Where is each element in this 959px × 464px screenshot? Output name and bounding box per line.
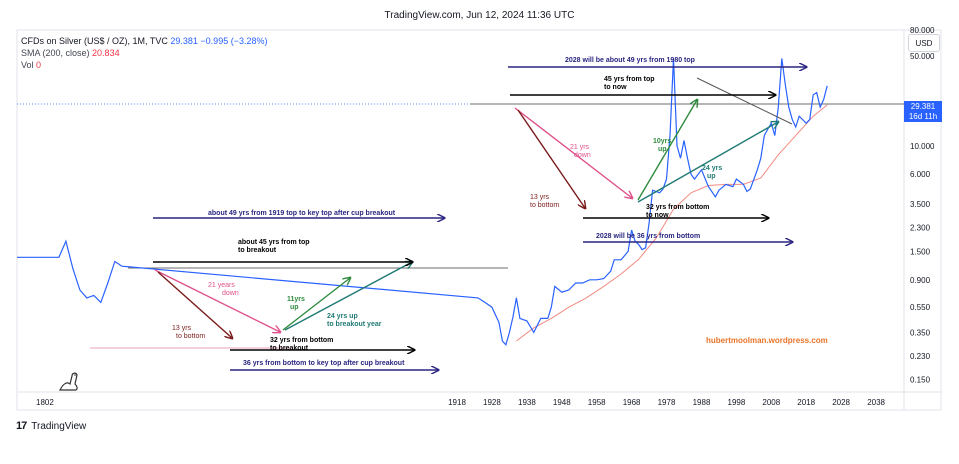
time-tick-label: 2018 [797, 398, 815, 407]
price-tag-value: 29.381 [910, 102, 936, 111]
time-tick-label: 1988 [693, 398, 711, 407]
time-tick-label: 1978 [658, 398, 676, 407]
sma-200-line [516, 104, 828, 342]
pink-downtrend-1980 [514, 107, 632, 198]
tradingview-mark-icon: 17 [16, 420, 27, 432]
price-tick-label: 3.500 [910, 200, 931, 209]
pink-downtrend-1919 [154, 269, 280, 332]
green-up-2001 [637, 100, 697, 201]
note-32yrs-to-now: 32 yrs from bottom to now [646, 204, 709, 219]
price-tick-label: 0.550 [910, 303, 931, 312]
time-tick-label: 1918 [448, 398, 466, 407]
price-axis[interactable]: 80.00050.00020.00010.0006.0003.5002.3001… [910, 26, 935, 385]
time-tick-label: 1802 [36, 398, 54, 407]
maroon-drop-1980 [517, 109, 585, 208]
last-price-value: 29.381 [170, 36, 198, 46]
note-24yrs-up-1941: 24 yrs up to breakout year [327, 313, 382, 328]
currency-button[interactable]: USD [908, 34, 940, 52]
price-tick-label: 0.350 [910, 328, 931, 337]
price-tick-label: 0.900 [910, 276, 931, 285]
note-45yrs-to-breakout: about 45 yrs from top to breakout [238, 239, 310, 254]
time-tick-label: 1968 [623, 398, 641, 407]
dino-icon[interactable] [59, 372, 78, 391]
annotation-texts: 2028 will be about 49 yrs from 1980 top … [172, 57, 722, 367]
silver-price-line [17, 58, 828, 346]
teal-up-1941 [284, 262, 412, 331]
tradingview-logo[interactable]: 17 TradingView [16, 420, 86, 432]
price-tick-label: 1.500 [910, 247, 931, 256]
note-11yrs-up: 11yrs up [287, 296, 305, 311]
note-49yrs-1919: about 49 yrs from 1919 top to key top af… [208, 210, 396, 217]
price-change-value: −0.995 (−3.28%) [200, 36, 268, 46]
time-tick-label: 1958 [588, 398, 606, 407]
price-tick-label: 50.000 [910, 52, 935, 61]
time-tick-label: 1928 [483, 398, 501, 407]
time-tick-label: 1938 [518, 398, 536, 407]
note-36yrs-key-top: 36 yrs from bottom to key top after cup … [243, 360, 405, 367]
price-tick-label: 2.300 [910, 224, 931, 233]
price-tick-label: 80.000 [910, 26, 935, 35]
annotation-lines [153, 67, 806, 370]
watermark: hubertmoolman.wordpress.com [706, 336, 828, 345]
time-tick-label: 1948 [553, 398, 571, 407]
note-32yrs-to-breakout: 32 yrs from bottom to breakout [270, 337, 333, 352]
note-49yrs-1980: 2028 will be about 49 yrs from 1980 top [565, 57, 695, 64]
note-13yrs-to-bottom-1919: 13 yrs to bottom [172, 325, 205, 340]
note-36yrs-2028: 2028 will be 36 yrs from bottom [596, 233, 700, 240]
note-13yrs-to-bottom-1980: 13 yrs to bottom [530, 194, 559, 209]
time-tick-label: 2008 [762, 398, 780, 407]
volume-label: Vol [21, 60, 34, 70]
gray-downtrend-2011 [696, 77, 793, 125]
symbol-legend[interactable]: CFDs on Silver (US$ / OZ), 1M, TVC 29.38… [21, 36, 267, 46]
price-tag-countdown: 16d 11h [908, 112, 938, 121]
maroon-drop-1919 [157, 271, 232, 338]
time-axis[interactable]: 1802 1918 1928 1938 1948 1958 1968 1978 1988 1998… [36, 398, 886, 407]
volume-value: 0 [36, 60, 42, 70]
volume-legend[interactable]: Vol 0 [21, 60, 41, 70]
last-price-tag: 29.381 16d 11h [904, 101, 942, 122]
price-tick-label: 0.230 [910, 352, 931, 361]
note-21yrs-down-1919: 21 years down [208, 282, 239, 297]
price-tick-label: 0.150 [910, 376, 931, 385]
sma-label: SMA (200, close) [21, 48, 90, 58]
snapshot-caption: TradingView.com, Jun 12, 2024 11:36 UTC [384, 10, 575, 21]
brand-label: TradingView [31, 420, 87, 432]
symbol-name: CFDs on Silver (US$ / OZ), 1M, TVC [21, 36, 168, 46]
note-45yrs-top-to-now: 45 yrs from top to now [604, 76, 655, 91]
price-tick-label: 6.000 [910, 170, 931, 179]
sma-value: 20.834 [92, 48, 120, 58]
time-tick-label: 2038 [867, 398, 885, 407]
note-24yrs-up-2001: 24 yrs up [702, 165, 722, 180]
time-tick-label: 1998 [728, 398, 746, 407]
green-up-1941 [282, 278, 350, 331]
sma-legend[interactable]: SMA (200, close) 20.834 [21, 48, 120, 58]
price-tick-label: 10.000 [910, 142, 935, 151]
note-21yrs-down-1980: 21 yrs down [570, 144, 591, 159]
chart-frame [16, 29, 942, 411]
teal-up-2001 [637, 122, 778, 203]
time-tick-label: 2028 [832, 398, 850, 407]
note-10yrs-up: 10yrs up [653, 138, 671, 153]
